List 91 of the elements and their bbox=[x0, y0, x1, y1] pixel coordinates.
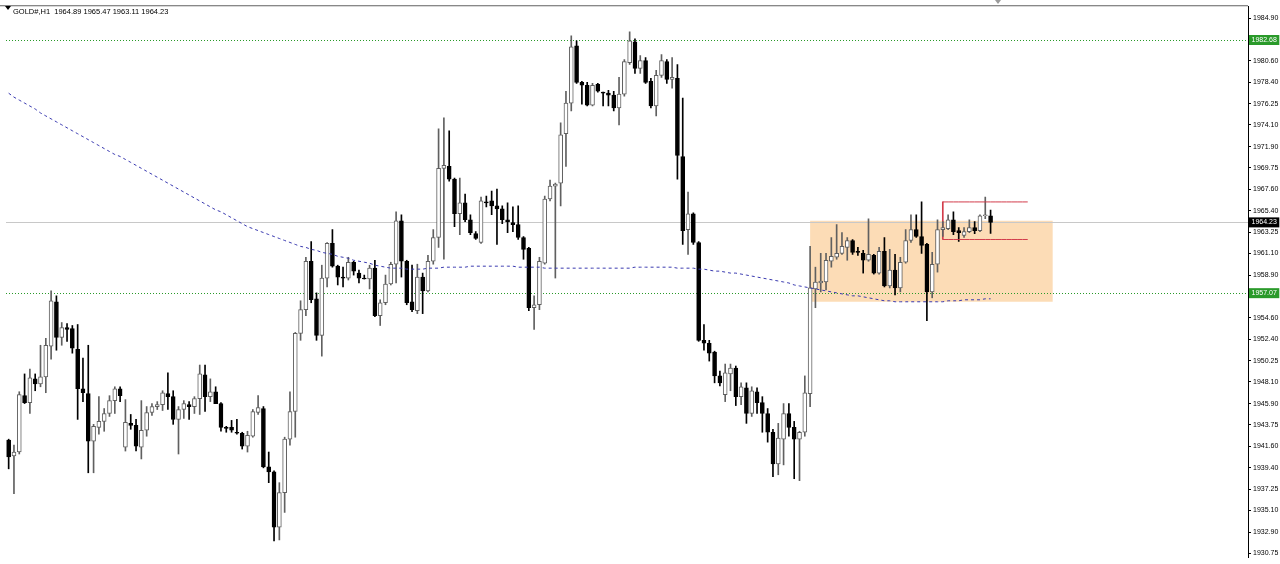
candlestick bbox=[659, 54, 664, 78]
candlestick bbox=[160, 390, 165, 411]
candlestick bbox=[64, 323, 70, 342]
candlestick bbox=[351, 260, 356, 276]
candlestick bbox=[701, 324, 707, 351]
candlestick bbox=[590, 82, 595, 107]
candlestick bbox=[415, 263, 420, 314]
candlestick bbox=[558, 122, 563, 207]
candlestick bbox=[22, 373, 27, 404]
candlestick bbox=[165, 372, 171, 410]
candlestick bbox=[229, 420, 234, 433]
candlestick bbox=[367, 264, 372, 290]
candlestick bbox=[208, 378, 213, 402]
candlestick bbox=[457, 177, 463, 235]
candlestick bbox=[691, 212, 696, 245]
candlestick bbox=[277, 482, 282, 541]
candlestick bbox=[579, 81, 585, 105]
candlestick bbox=[330, 229, 335, 268]
candlestick bbox=[982, 196, 988, 220]
candlestick bbox=[600, 91, 606, 107]
candlestick bbox=[505, 202, 510, 233]
candlestick bbox=[574, 40, 579, 84]
candlestick bbox=[282, 436, 287, 513]
candlestick bbox=[712, 350, 717, 384]
candlestick bbox=[882, 237, 887, 288]
candlestick bbox=[813, 266, 818, 309]
candlestick bbox=[383, 274, 388, 306]
candlestick bbox=[186, 401, 192, 420]
candlestick bbox=[537, 256, 542, 311]
candlestick bbox=[510, 206, 516, 232]
candlestick bbox=[452, 177, 457, 227]
candlestick bbox=[521, 236, 526, 260]
candlestick bbox=[340, 266, 346, 288]
candlestick bbox=[744, 382, 749, 424]
candlestick bbox=[919, 201, 924, 254]
candlestick bbox=[468, 214, 473, 235]
candlestick bbox=[935, 219, 940, 273]
candlestick bbox=[728, 363, 733, 392]
candlestick bbox=[643, 57, 648, 84]
candlestick bbox=[266, 451, 272, 483]
candlestick bbox=[829, 237, 834, 268]
candlestick bbox=[489, 190, 494, 216]
line-series bbox=[8, 92, 992, 303]
candlestick bbox=[781, 403, 786, 466]
candlestick bbox=[531, 295, 537, 330]
candlestick bbox=[91, 424, 96, 474]
candlestick bbox=[441, 117, 447, 260]
candlestick bbox=[797, 430, 802, 482]
candlestick bbox=[192, 396, 197, 414]
candlestick bbox=[791, 421, 797, 480]
candlestick bbox=[314, 292, 319, 341]
candlestick bbox=[75, 324, 80, 420]
candlestick bbox=[850, 239, 855, 255]
candlestick bbox=[245, 430, 250, 453]
candlestick bbox=[696, 241, 701, 342]
candlestick bbox=[898, 256, 903, 293]
candlestick bbox=[765, 408, 770, 443]
candlestick bbox=[669, 57, 675, 89]
candlestick bbox=[107, 395, 112, 417]
candlestick bbox=[436, 128, 441, 248]
candlestick bbox=[213, 386, 218, 404]
candlestick bbox=[420, 272, 425, 314]
candlestick bbox=[128, 414, 134, 430]
candlestick bbox=[123, 399, 128, 452]
candlestick bbox=[346, 256, 351, 281]
candlestick bbox=[834, 224, 839, 260]
candlestick bbox=[951, 211, 956, 235]
candlestick bbox=[903, 229, 908, 264]
candlestick bbox=[606, 89, 611, 107]
candlestick bbox=[38, 344, 43, 388]
candlestick bbox=[988, 209, 993, 234]
candlestick bbox=[298, 300, 303, 341]
candlestick bbox=[6, 438, 11, 470]
candlestick bbox=[484, 195, 489, 208]
candlestick bbox=[139, 400, 144, 460]
candlestick bbox=[622, 59, 627, 97]
candlestick bbox=[261, 406, 266, 469]
candlestick bbox=[627, 31, 632, 65]
candlestick bbox=[967, 219, 972, 233]
candlestick bbox=[54, 295, 59, 351]
candlestick bbox=[223, 426, 229, 433]
candlestick bbox=[972, 221, 977, 234]
candlestick bbox=[144, 406, 149, 437]
candlestick bbox=[234, 419, 240, 435]
candlestick bbox=[399, 214, 404, 278]
candlestick bbox=[956, 227, 962, 242]
candlestick bbox=[675, 64, 680, 180]
candlestick bbox=[866, 218, 871, 262]
candlestick bbox=[176, 406, 181, 455]
candlestick bbox=[70, 325, 75, 354]
candlestick bbox=[760, 396, 765, 433]
